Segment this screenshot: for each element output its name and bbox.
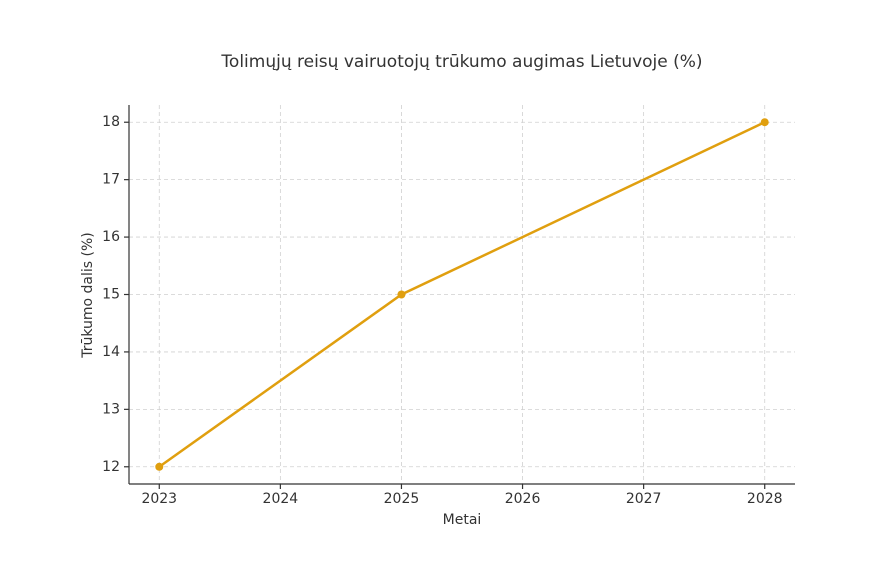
- point: [760, 118, 769, 127]
- y-tick-label: 18: [102, 114, 120, 130]
- y-tick-label: 17: [102, 172, 120, 188]
- y-tick-label: 12: [102, 459, 120, 475]
- x-tick-label: 2028: [747, 491, 783, 507]
- y-tick-label: 15: [102, 287, 120, 303]
- x-tick-label: 2024: [263, 491, 299, 507]
- chart-title: Tolimųjų reisų vairuotojų trūkumo augima…: [220, 52, 702, 72]
- point: [397, 290, 406, 299]
- y-tick-label: 13: [102, 401, 120, 417]
- y-tick-label: 16: [102, 229, 120, 245]
- x-tick-label: 2025: [384, 491, 420, 507]
- x-tick-label: 2026: [505, 491, 541, 507]
- x-tick-label: 2027: [626, 491, 662, 507]
- y-axis-label: Trūkumo dalis (%): [80, 232, 96, 359]
- point: [155, 462, 164, 471]
- x-axis-label: Metai: [443, 512, 482, 528]
- x-tick-label: 2023: [141, 491, 177, 507]
- y-tick-label: 14: [102, 344, 120, 360]
